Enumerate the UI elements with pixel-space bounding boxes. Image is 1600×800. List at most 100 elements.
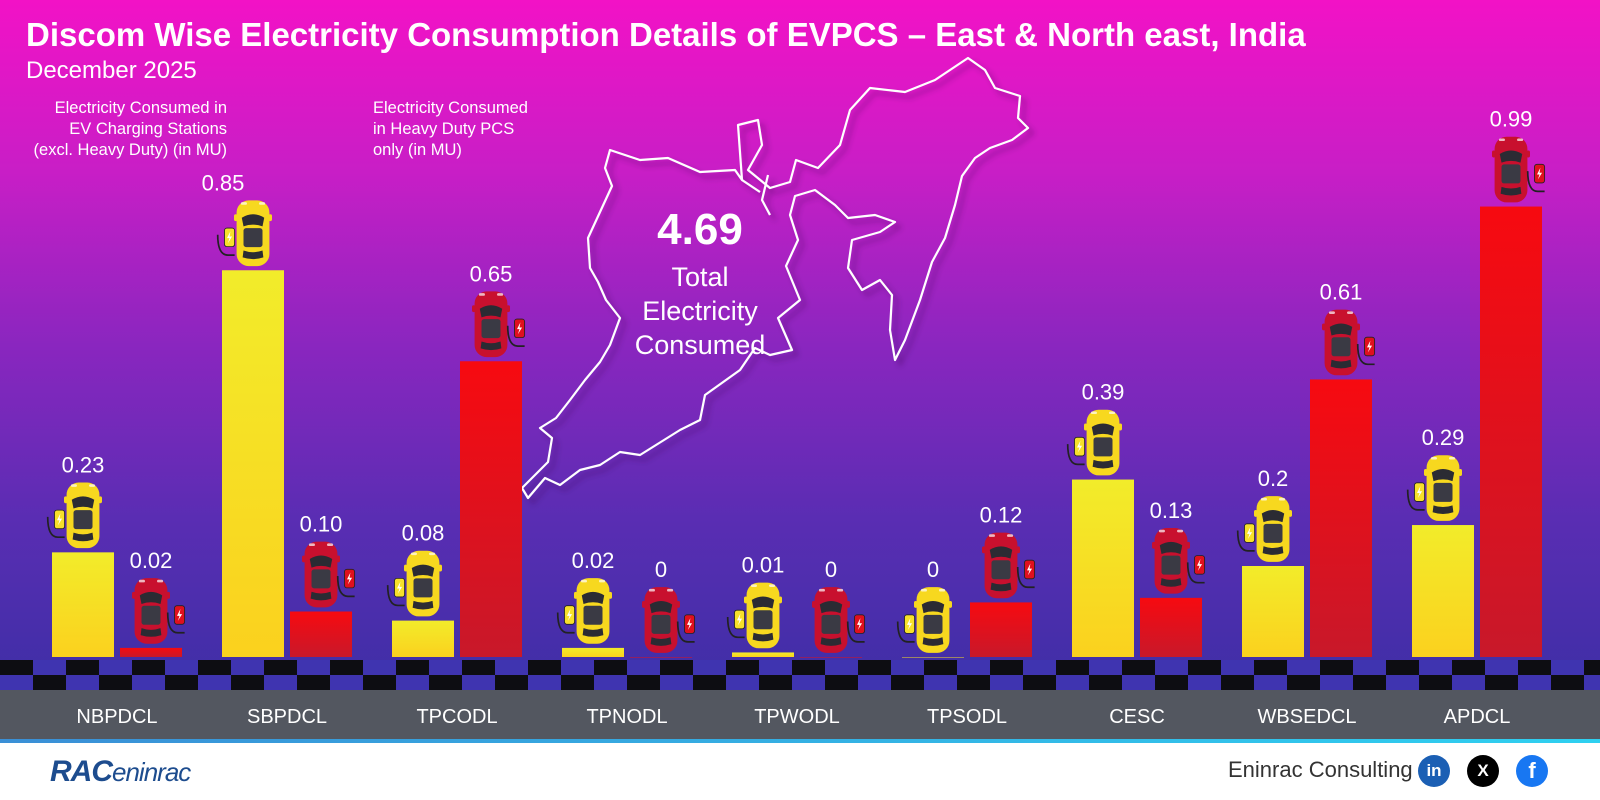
- bar-ev-apdcl: [1412, 525, 1474, 657]
- data-label-ev-tpwodl: 0.01: [742, 552, 785, 577]
- page-title: Discom Wise Electricity Consumption Deta…: [26, 16, 1306, 53]
- bar-ev-nbpdcl: [52, 552, 114, 657]
- charger-icon: [1066, 436, 1086, 466]
- bar-ev-tpcodl: [392, 620, 454, 657]
- charger-icon: [1356, 336, 1376, 366]
- data-label-ev-tpcodl: 0.08: [402, 521, 445, 546]
- charger-icon: [1186, 554, 1206, 584]
- yellow-car-icon: [1254, 496, 1292, 562]
- red-car-icon: [132, 578, 170, 644]
- legend-hd-line-2: in Heavy Duty PCS: [373, 120, 515, 138]
- data-label-heavy-duty-tpwodl: 0: [825, 557, 837, 582]
- bar-heavy-duty-sbpdcl: [290, 611, 352, 657]
- charger-icon: [846, 613, 866, 643]
- legend-ev-charging: Electricity Consumed in EV Charging Stat…: [20, 98, 227, 161]
- red-car-icon: [642, 587, 680, 653]
- bar-chart: 0.23 0.02 0.85 0.10 0.08 0.65 0.02 0 0.01 0 0 0.12 0…: [46, 56, 1546, 658]
- footer-accent-line: [0, 739, 1600, 743]
- total-label-line-1: Total: [671, 262, 729, 292]
- red-car-icon: [982, 532, 1020, 599]
- bars-layer: 0.23 0.02 0.85 0.10 0.08 0.65 0.02 0 0.01 0 0 0.12 0…: [46, 107, 1546, 658]
- x-icon[interactable]: X: [1467, 755, 1499, 787]
- bar-heavy-duty-tpsodl: [970, 602, 1032, 657]
- charger-icon: [676, 613, 696, 643]
- data-label-heavy-duty-tpsodl: 0.12: [980, 502, 1023, 527]
- charger-icon: [166, 604, 186, 634]
- legend-ev-line-1: Electricity Consumed in: [54, 99, 227, 117]
- yellow-car-icon: [1084, 409, 1122, 476]
- red-car-icon: [472, 291, 510, 358]
- charger-icon: [726, 609, 746, 639]
- yellow-car-icon: [914, 587, 952, 653]
- bar-heavy-duty-cesc: [1140, 597, 1202, 657]
- data-label-heavy-duty-wbsedcl: 0.61: [1320, 279, 1363, 304]
- company-name: Eninrac Consulting: [1228, 757, 1413, 782]
- x-axis-band: [0, 690, 1600, 740]
- data-label-ev-tpsodl: 0: [927, 557, 939, 582]
- charger-icon: [1236, 522, 1256, 552]
- charger-icon: [336, 568, 356, 598]
- total-label-line-2: Electricity: [642, 296, 758, 326]
- bar-ev-wbsedcl: [1242, 566, 1304, 657]
- data-label-ev-cesc: 0.39: [1082, 380, 1125, 405]
- bar-ev-tpsodl: [902, 657, 964, 658]
- charger-icon: [46, 509, 66, 539]
- red-car-icon: [812, 587, 850, 653]
- charger-icon: [216, 227, 236, 256]
- brand-logo: RACeninrac: [50, 755, 191, 789]
- legend-hd-line-3: only (in MU): [373, 141, 462, 159]
- charger-icon: [556, 604, 576, 634]
- data-label-heavy-duty-tpcodl: 0.65: [470, 261, 513, 286]
- facebook-icon[interactable]: f: [1516, 755, 1548, 787]
- bar-heavy-duty-nbpdcl: [120, 647, 182, 657]
- data-label-ev-tpnodl: 0.02: [572, 548, 615, 573]
- yellow-car-icon: [1424, 455, 1462, 521]
- charger-icon: [1016, 559, 1036, 589]
- india-east-northeast-map-icon: [520, 56, 1030, 500]
- data-label-heavy-duty-sbpdcl: 0.10: [300, 512, 343, 537]
- bar-ev-cesc: [1072, 479, 1134, 657]
- total-label: Total Electricity Consumed: [600, 260, 800, 362]
- total-value: 4.69: [657, 205, 743, 254]
- bar-ev-sbpdcl: [222, 270, 284, 657]
- legend-ev-line-3: (excl. Heavy Duty) (in MU): [33, 141, 227, 159]
- red-car-icon: [1152, 528, 1190, 594]
- yellow-car-icon: [234, 200, 272, 267]
- data-label-ev-nbpdcl: 0.23: [62, 452, 105, 477]
- yellow-car-icon: [574, 578, 612, 644]
- brand-logo-suffix: eninrac: [112, 757, 191, 787]
- bar-ev-tpnodl: [562, 647, 624, 657]
- total-label-line-3: Consumed: [634, 330, 766, 360]
- footer: RACeninrac Eninrac Consulting in X f: [0, 743, 1600, 800]
- yellow-car-icon: [404, 550, 442, 617]
- legend-ev-line-2: EV Charging Stations: [69, 120, 227, 138]
- data-label-heavy-duty-apdcl: 0.99: [1490, 107, 1533, 132]
- yellow-car-icon: [744, 582, 782, 649]
- charger-icon: [1406, 481, 1426, 511]
- bar-heavy-duty-tpnodl: [630, 657, 692, 658]
- data-label-heavy-duty-tpnodl: 0: [655, 557, 667, 582]
- bar-heavy-duty-wbsedcl: [1310, 379, 1372, 657]
- brand-logo-text: RAC: [50, 755, 113, 788]
- page-subtitle: December 2025: [26, 57, 197, 84]
- bar-heavy-duty-tpcodl: [460, 361, 522, 657]
- data-label-ev-apdcl: 0.29: [1422, 425, 1465, 450]
- charger-icon: [386, 577, 406, 607]
- bar-ev-tpwodl: [732, 652, 794, 657]
- charger-icon: [506, 318, 526, 347]
- bar-heavy-duty-tpwodl: [800, 657, 862, 658]
- data-label-ev-wbsedcl: 0.2: [1258, 466, 1289, 491]
- red-car-icon: [302, 541, 340, 608]
- data-label-heavy-duty-cesc: 0.13: [1150, 498, 1193, 523]
- data-label-ev-sbpdcl: 0.85: [202, 170, 245, 195]
- red-car-icon: [1492, 136, 1530, 203]
- yellow-car-icon: [64, 482, 102, 549]
- legend-heavy-duty: Electricity Consumed in Heavy Duty PCS o…: [373, 98, 573, 161]
- linkedin-icon[interactable]: in: [1418, 755, 1450, 787]
- charger-icon: [1526, 163, 1546, 193]
- charger-icon: [896, 613, 916, 643]
- red-car-icon: [1322, 309, 1360, 376]
- bar-heavy-duty-apdcl: [1480, 206, 1542, 658]
- data-label-heavy-duty-nbpdcl: 0.02: [130, 548, 173, 573]
